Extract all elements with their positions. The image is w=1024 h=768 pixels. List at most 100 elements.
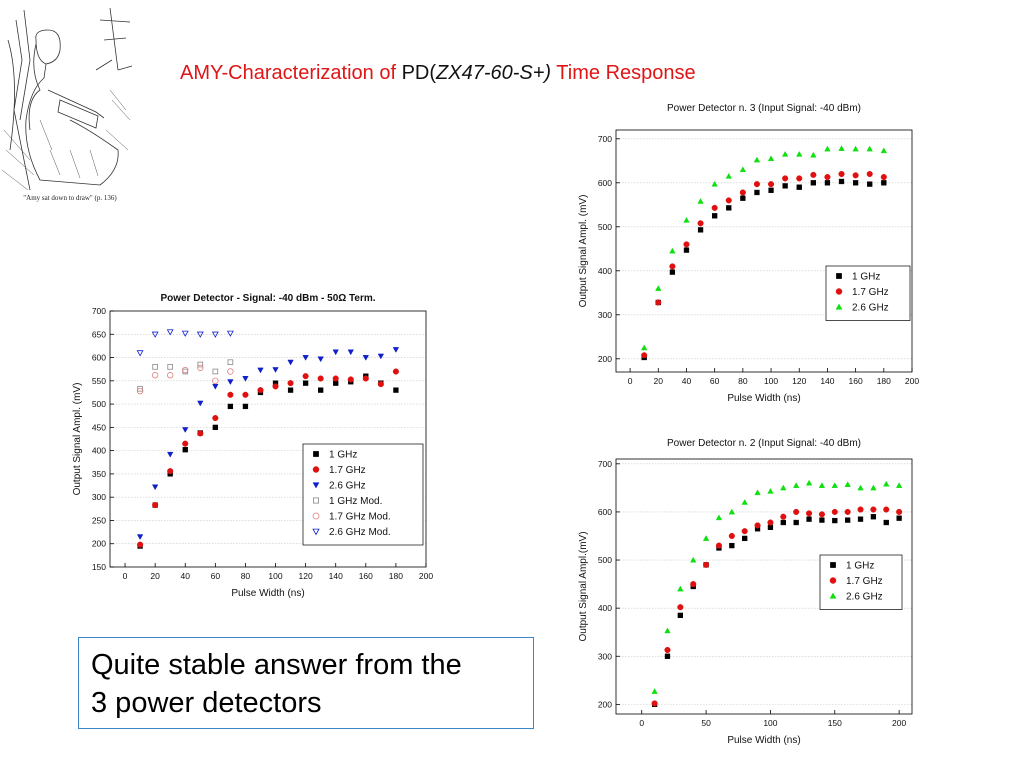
data-point — [167, 364, 173, 370]
data-point — [767, 155, 775, 162]
legend-marker — [312, 497, 319, 504]
data-point — [895, 482, 903, 488]
x-tick-label: 80 — [738, 376, 748, 386]
legend-marker — [312, 482, 320, 489]
data-point — [677, 612, 683, 619]
title-prefix: AMY-Characterization of — [180, 62, 402, 84]
data-point — [182, 427, 189, 433]
data-point — [857, 484, 864, 491]
data-point — [768, 187, 774, 193]
data-point — [715, 514, 723, 521]
x-tick-label: 20 — [654, 376, 664, 386]
data-point — [831, 482, 838, 488]
data-point — [655, 299, 662, 306]
legend-label: 2.6 GHz — [846, 592, 883, 603]
data-point — [651, 688, 658, 694]
data-point — [725, 172, 732, 179]
legend-box — [302, 443, 424, 546]
slide-title: AMY-Characterization of PD(ZX47-60-S+) T… — [180, 62, 880, 85]
data-point — [641, 344, 648, 351]
data-point — [664, 627, 671, 634]
y-tick-label: 350 — [92, 469, 106, 479]
data-point — [393, 387, 399, 393]
data-point — [683, 216, 690, 223]
data-point — [883, 519, 889, 526]
data-point — [805, 479, 813, 486]
data-point — [257, 367, 264, 374]
y-tick-label: 150 — [92, 562, 106, 572]
data-point — [880, 174, 887, 181]
y-tick-label: 700 — [598, 459, 612, 469]
data-point — [197, 400, 204, 407]
caption-line-1: Quite stable answer from the — [91, 649, 462, 681]
legend-marker — [835, 288, 843, 295]
data-point — [793, 508, 800, 515]
data-point — [880, 147, 887, 154]
data-point — [715, 542, 723, 549]
data-point — [728, 532, 735, 540]
y-tick-label: 700 — [92, 306, 106, 316]
y-tick-label: 500 — [92, 399, 106, 409]
illustration-caption: "Amy sat down to draw" (p. 136) — [23, 194, 117, 202]
data-point — [152, 502, 159, 509]
data-point — [152, 364, 158, 370]
data-point — [697, 198, 704, 204]
x-tick-label: 180 — [877, 376, 891, 386]
data-point — [392, 347, 400, 353]
data-point — [818, 511, 825, 518]
data-point — [782, 183, 788, 189]
data-point — [703, 561, 710, 568]
data-point — [683, 247, 690, 253]
y-tick-label: 600 — [598, 178, 612, 188]
x-tick-label: 80 — [241, 571, 251, 581]
data-point — [741, 499, 748, 505]
data-point — [883, 480, 890, 487]
data-point — [870, 484, 877, 491]
data-point — [805, 510, 813, 517]
data-point — [831, 508, 838, 515]
x-tick-label: 40 — [682, 376, 692, 386]
data-point — [824, 180, 831, 186]
data-point — [181, 330, 189, 337]
caption-box: Quite stable answer from the 3 power det… — [78, 637, 534, 729]
data-point — [332, 375, 339, 382]
series-2-6-ghz — [641, 145, 887, 351]
data-point — [792, 482, 800, 488]
x-tick-label: 200 — [905, 376, 919, 386]
data-point — [136, 534, 144, 541]
y-tick-label: 300 — [598, 310, 612, 320]
data-point — [242, 391, 249, 398]
x-tick-label: 140 — [329, 571, 343, 581]
data-point — [332, 349, 339, 356]
caption-line-2: 3 power detectors — [91, 687, 322, 719]
legend-marker — [312, 466, 320, 473]
data-point — [302, 355, 309, 361]
data-point — [754, 189, 760, 196]
legend-label: 1.7 GHz Mod. — [329, 512, 391, 523]
series-2-6-ghz — [651, 479, 903, 694]
y-tick-label: 500 — [598, 222, 612, 232]
data-point — [317, 375, 324, 382]
data-point — [767, 181, 775, 188]
data-point — [683, 241, 690, 248]
data-point — [212, 424, 218, 431]
legend-label: 1.7 GHz — [329, 465, 366, 476]
data-point — [844, 481, 851, 487]
data-point — [796, 175, 803, 182]
legend-label: 1.7 GHz — [846, 576, 883, 587]
data-point — [857, 516, 864, 522]
data-point — [838, 170, 845, 178]
y-tick-label: 650 — [92, 329, 106, 339]
x-axis-label: Pulse Width (ns) — [727, 393, 800, 404]
chart-pd-n3-svg: Power Detector n. 3 (Input Signal: -40 d… — [578, 103, 919, 404]
data-point — [753, 181, 761, 188]
data-point — [729, 542, 735, 549]
series-1-7-ghz — [137, 368, 399, 548]
x-tick-label: 60 — [710, 376, 720, 386]
x-tick-label: 120 — [299, 571, 313, 581]
y-tick-label: 400 — [598, 603, 612, 613]
data-point — [196, 331, 204, 338]
x-tick-label: 50 — [701, 718, 711, 728]
data-point — [883, 506, 890, 513]
y-tick-label: 300 — [598, 651, 612, 661]
